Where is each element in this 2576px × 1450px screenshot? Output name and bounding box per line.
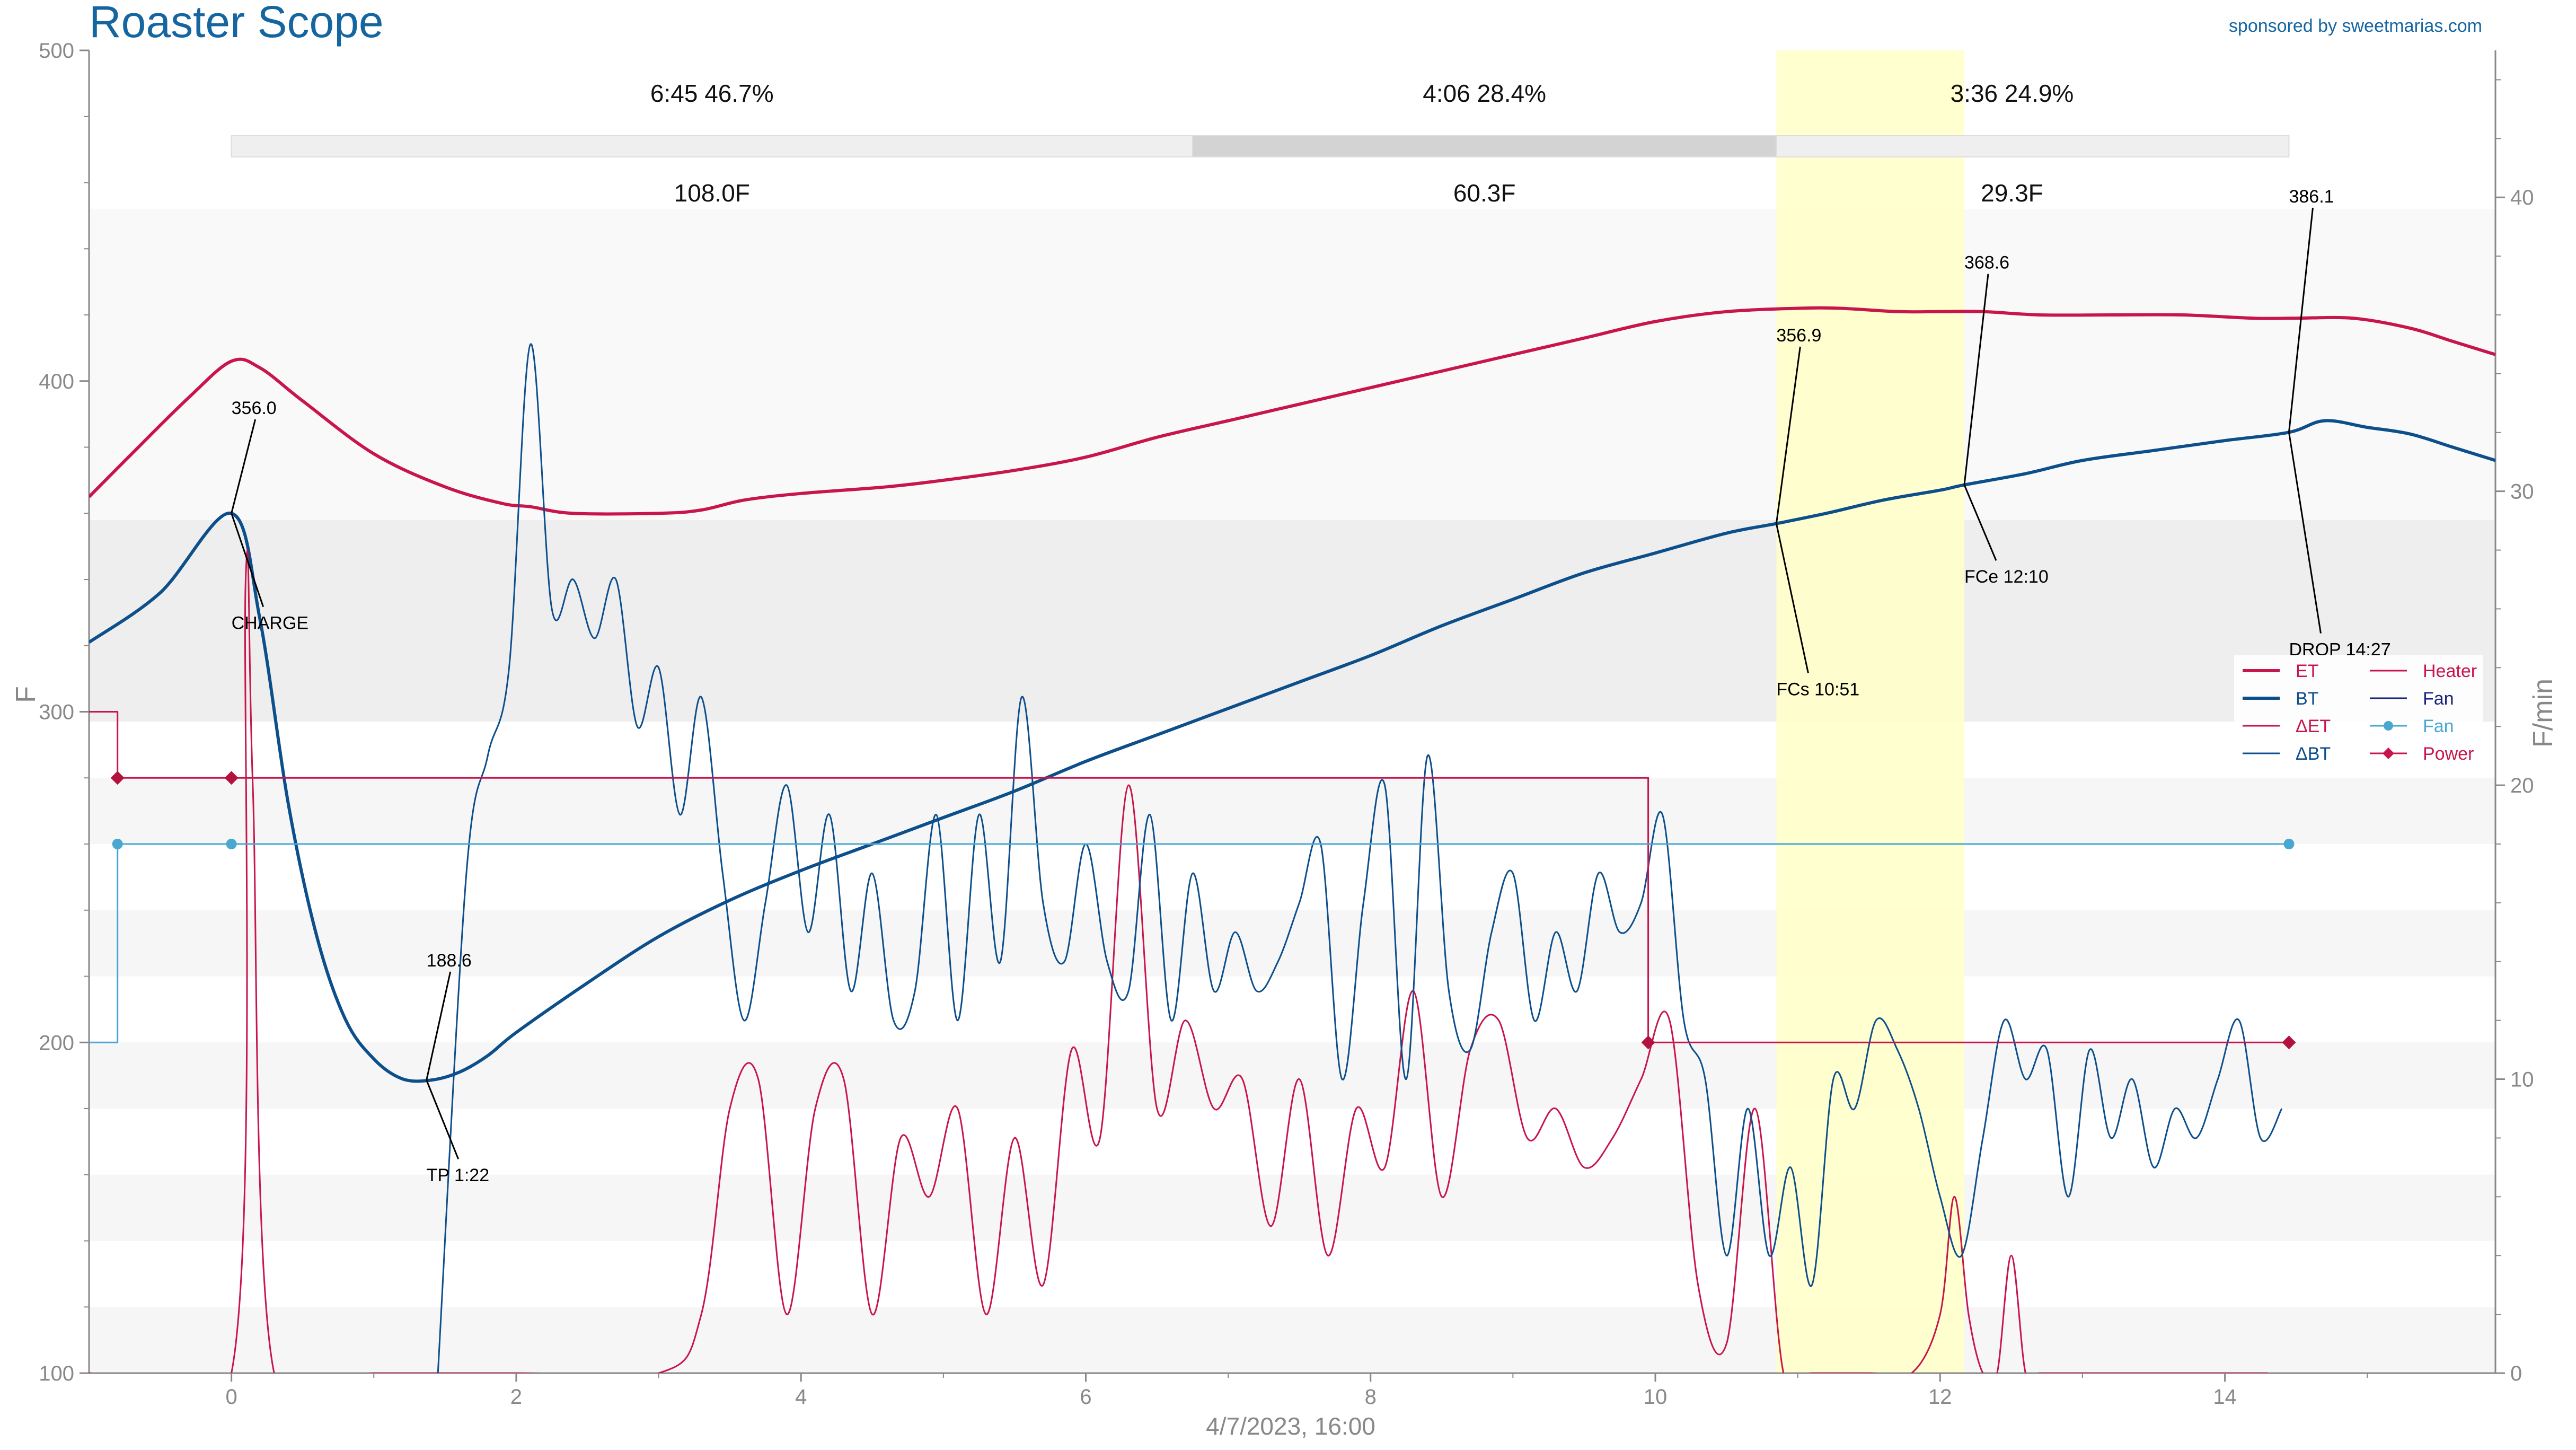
annotation-leader-6: [1963, 274, 1989, 485]
legend-marker-5: [2384, 721, 2393, 731]
power-marker-3: [2282, 1035, 2296, 1050]
annotation-leader-7: [1963, 485, 1997, 561]
background-band-4: [89, 778, 2495, 844]
fan-marker-0: [112, 839, 123, 849]
annotation-leader-0: [231, 419, 257, 514]
annotation-label-3: TP 1:22: [427, 1165, 489, 1185]
legend-label-1: Heater: [2423, 661, 2477, 681]
first-crack-highlight: [1776, 50, 1964, 1373]
annotation-label-7: FCe 12:10: [1964, 567, 2049, 587]
x-tick-label-12: 12: [1928, 1385, 1952, 1409]
background-band-6: [89, 209, 2495, 520]
annotation-leader-2: [426, 971, 452, 1080]
delta-bt-line: [437, 343, 2283, 1373]
annotation-leader-8: [2288, 207, 2314, 433]
legend-label-7: Power: [2423, 744, 2474, 764]
y-axis-label-left: F: [11, 686, 41, 703]
phase-time-label-2: 3:36 24.9%: [1951, 80, 2074, 107]
legend-label-4: ΔET: [2296, 716, 2331, 736]
annotation-label-1: CHARGE: [232, 613, 308, 634]
legend-marker-7: [2383, 748, 2394, 759]
x-tick-label-10: 10: [1644, 1385, 1668, 1409]
series-lines: [89, 306, 2495, 1373]
y-tick-label-left-200: 200: [39, 1031, 74, 1054]
fan-marker-2: [2283, 839, 2295, 849]
sponsor-link[interactable]: sponsored by sweetmarias.com: [2229, 16, 2482, 36]
power-marker-0: [110, 771, 125, 785]
phase-bar: 6:45 46.7% 108.0F 4:06 28.4% 60.3F 3:36 24.9…: [231, 80, 2290, 207]
y-tick-label-right-20: 20: [2510, 774, 2534, 797]
phase-time-label-0: 6:45 46.7%: [650, 80, 774, 107]
annotation-leader-9: [2288, 432, 2322, 634]
phase-time-label-1: 4:06 28.4%: [1423, 80, 1546, 107]
y-axis-label-right: F/min: [2528, 679, 2559, 748]
annotation-label-2: 188.6: [427, 951, 472, 971]
y-tick-label-right-30: 30: [2510, 480, 2534, 504]
highlight-band: [1776, 50, 1964, 1373]
annotation-label-5: FCs 10:51: [1776, 679, 1859, 699]
x-tick-label-0: 0: [226, 1385, 237, 1409]
phase-bar-0: [231, 135, 1193, 157]
x-tick-label-14: 14: [2213, 1385, 2237, 1409]
legend-label-2: BT: [2296, 689, 2318, 709]
annotation-leader-5: [1775, 523, 1809, 673]
background-band-1: [89, 1174, 2495, 1241]
app-title: Roaster Scope: [89, 0, 384, 47]
y-tick-label-left-300: 300: [39, 701, 74, 724]
x-axis-label: 4/7/2023, 16:00: [1206, 1412, 1375, 1440]
phase-bar-1: [1192, 135, 1777, 157]
annotation-label-4: 356.9: [1776, 326, 1821, 346]
annotation-label-6: 368.6: [1964, 253, 2009, 273]
annotation-label-0: 356.0: [232, 398, 277, 418]
phase-bar-2: [1776, 135, 2290, 157]
annotations: 356.0 CHARGE 188.6 TP 1:22 356.9 FCs 10:51 368…: [231, 187, 2391, 1185]
power-marker-2: [1641, 1035, 1655, 1050]
legend-label-3: Fan: [2423, 689, 2454, 709]
fan-line: [89, 843, 2289, 1043]
annotation-leader-1: [231, 513, 264, 608]
legend: ET Heater BT Fan ΔET Fan ΔBT Power: [2234, 655, 2483, 769]
y-tick-label-left-500: 500: [39, 39, 74, 63]
background-bands: [89, 209, 2495, 1373]
y-tick-label-right-0: 0: [2510, 1362, 2522, 1385]
heater-line: [89, 711, 2289, 1043]
phase-delta-label-1: 60.3F: [1453, 179, 1516, 207]
annotation-label-8: 386.1: [2289, 187, 2334, 207]
power-marker-1: [224, 771, 239, 785]
delta-et-line: [89, 549, 2268, 1373]
legend-label-0: ET: [2296, 661, 2318, 681]
legend-label-5: Fan: [2423, 716, 2454, 736]
background-band-5: [89, 520, 2495, 722]
fan-marker-1: [226, 839, 237, 849]
y-tick-label-right-40: 40: [2510, 186, 2534, 209]
legend-box: [2234, 655, 2483, 769]
phase-delta-label-0: 108.0F: [674, 179, 750, 207]
y-tick-label-left-100: 100: [39, 1362, 74, 1385]
x-tick-label-4: 4: [795, 1385, 807, 1409]
x-tick-label-8: 8: [1365, 1385, 1377, 1409]
phase-delta-label-2: 29.3F: [1981, 179, 2043, 207]
legend-label-6: ΔBT: [2296, 744, 2331, 764]
y-tick-label-right-10: 10: [2510, 1068, 2534, 1092]
annotation-leader-3: [426, 1079, 460, 1159]
annotation-leader-4: [1775, 346, 1801, 524]
et-line: [89, 306, 2495, 516]
x-tick-label-6: 6: [1080, 1385, 1091, 1409]
background-band-0: [89, 1307, 2495, 1373]
bt-line: [89, 419, 2495, 1083]
y-tick-label-left-400: 400: [39, 370, 74, 393]
x-tick-label-2: 2: [510, 1385, 522, 1409]
